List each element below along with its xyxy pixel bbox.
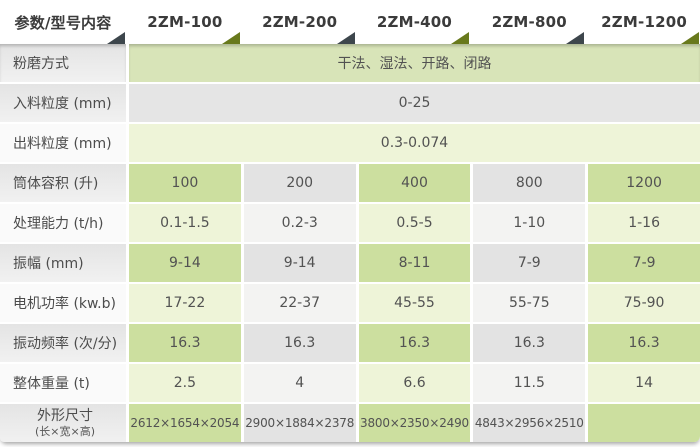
cell: 7-9	[473, 244, 586, 282]
row-amplitude: 振幅 (mm) 9-14 9-14 8-11 7-9 7-9	[0, 244, 700, 282]
cell: 16.3	[473, 324, 586, 362]
cell: 14	[588, 364, 700, 402]
cell: 0.5-5	[358, 204, 471, 242]
row-label: 振幅 (mm)	[0, 244, 126, 282]
cell: 4	[243, 364, 356, 402]
cell	[588, 404, 700, 442]
span-value: 干法、湿法、开路、闭路	[129, 44, 700, 82]
header-cell-2zm-200: 2ZM-200	[244, 0, 356, 44]
row-label: 整体重量 (t)	[0, 364, 126, 402]
row-label: 处理能力 (t/h)	[0, 204, 126, 242]
cell: 2.5	[129, 364, 241, 402]
header-cell-2zm-1200: 2ZM-1200	[588, 0, 700, 44]
corner-triangle-icon	[336, 32, 355, 44]
row-label: 粉磨方式	[0, 44, 126, 82]
cell: 2900×1884×2378	[243, 404, 356, 442]
cell: 3800×2350×2490	[358, 404, 471, 442]
row-motor-power: 电机功率 (kw.b) 17-22 22-37 45-55 55-75 75-9…	[0, 284, 700, 322]
cell: 0.1-1.5	[129, 204, 241, 242]
cell: 75-90	[588, 284, 700, 322]
cell: 1200	[588, 164, 700, 202]
corner-triangle-icon	[451, 32, 470, 44]
row-label: 电机功率 (kw.b)	[0, 284, 126, 322]
cell: 8-11	[358, 244, 471, 282]
corner-triangle-icon	[566, 32, 585, 44]
table-header: 参数/型号内容 2ZM-100 2ZM-200 2ZM-400 2ZM-800 …	[0, 0, 700, 44]
cell: 16.3	[243, 324, 356, 362]
cell: 17-22	[129, 284, 241, 322]
row-cylinder-volume: 筒体容积 (升) 100 200 400 800 1200	[0, 164, 700, 202]
cell: 55-75	[473, 284, 586, 322]
header-cell-2zm-100: 2ZM-100	[129, 0, 241, 44]
row-label: 外形尺寸 (长×宽×高)	[0, 404, 126, 442]
row-label: 振动频率 (次/分)	[0, 324, 126, 362]
header-label: 2ZM-800	[491, 13, 567, 31]
cell: 800	[473, 164, 586, 202]
cell: 4843×2956×2510	[473, 404, 586, 442]
row-output-size: 出料粒度 (mm) 0.3-0.074	[0, 124, 700, 162]
table-body: 粉磨方式 干法、湿法、开路、闭路 入料粒度 (mm) 0-25 出料粒度 (mm…	[0, 44, 700, 442]
cell: 1-16	[588, 204, 700, 242]
row-dimensions: 外形尺寸 (长×宽×高) 2612×1654×2054 2900×1884×23…	[0, 404, 700, 442]
cell: 16.3	[358, 324, 471, 362]
cell: 0.2-3	[243, 204, 356, 242]
header-label: 2ZM-200	[262, 13, 338, 31]
header-cell-params: 参数/型号内容	[0, 0, 126, 44]
row-feed-size: 入料粒度 (mm) 0-25	[0, 84, 700, 122]
cell: 200	[243, 164, 356, 202]
row-total-weight: 整体重量 (t) 2.5 4 6.6 11.5 14	[0, 364, 700, 402]
header-label: 参数/型号内容	[14, 13, 112, 32]
cell: 16.3	[129, 324, 241, 362]
header-label: 2ZM-100	[147, 13, 223, 31]
header-cell-2zm-800: 2ZM-800	[473, 0, 585, 44]
row-grinding-method: 粉磨方式 干法、湿法、开路、闭路	[0, 44, 700, 82]
cell: 9-14	[129, 244, 241, 282]
corner-triangle-icon	[681, 32, 699, 44]
cell: 11.5	[473, 364, 586, 402]
header-label: 2ZM-1200	[601, 13, 687, 31]
cell: 1-10	[473, 204, 586, 242]
header-cell-2zm-400: 2ZM-400	[359, 0, 471, 44]
row-label: 筒体容积 (升)	[0, 164, 126, 202]
cell: 2612×1654×2054	[129, 404, 241, 442]
row-label: 出料粒度 (mm)	[0, 124, 126, 162]
cell: 6.6	[358, 364, 471, 402]
cell: 45-55	[358, 284, 471, 322]
cell: 7-9	[588, 244, 700, 282]
row-label: 入料粒度 (mm)	[0, 84, 126, 122]
row-capacity: 处理能力 (t/h) 0.1-1.5 0.2-3 0.5-5 1-10 1-16	[0, 204, 700, 242]
span-value: 0.3-0.074	[129, 124, 700, 162]
cell: 22-37	[243, 284, 356, 322]
span-value: 0-25	[129, 84, 700, 122]
row-label-line2: (长×宽×高)	[34, 424, 96, 438]
cell: 9-14	[243, 244, 356, 282]
header-label: 2ZM-400	[376, 13, 453, 31]
row-label-line1: 外形尺寸	[37, 408, 93, 424]
cell: 400	[358, 164, 471, 202]
cell: 100	[129, 164, 241, 202]
corner-triangle-icon	[107, 32, 125, 44]
row-vibration-frequency: 振动频率 (次/分) 16.3 16.3 16.3 16.3 16.3	[0, 324, 700, 362]
corner-triangle-icon	[221, 32, 240, 44]
cell: 16.3	[588, 324, 700, 362]
